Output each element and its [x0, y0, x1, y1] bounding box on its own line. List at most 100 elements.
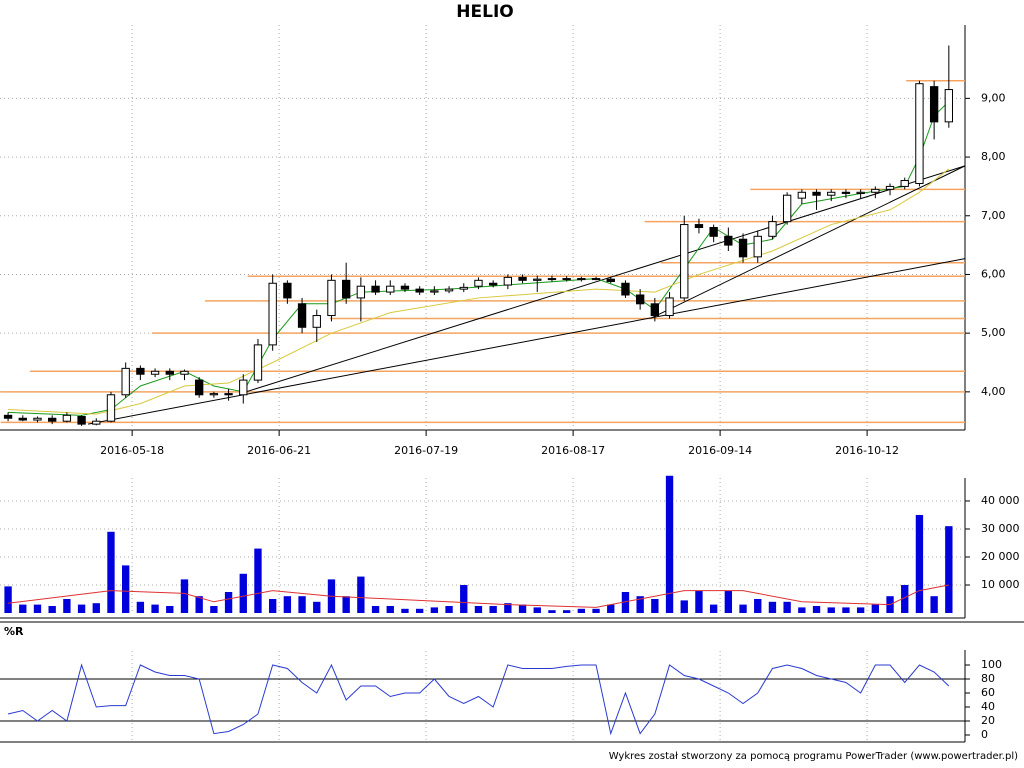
candle-body [415, 288, 424, 293]
candle-body [724, 235, 733, 246]
candle-body [106, 394, 116, 422]
volume-bar [19, 604, 27, 613]
volume-bar [607, 604, 615, 613]
volume-bar [504, 603, 512, 613]
candle-body [680, 224, 689, 299]
volume-bar [695, 590, 703, 613]
volume-bar [430, 607, 439, 613]
candle-body [944, 89, 954, 123]
volume-bar [254, 548, 262, 613]
candle-body [635, 294, 645, 305]
chart-title: HELIO [456, 2, 513, 22]
candle-body [430, 290, 439, 293]
y-tick-label: 8,00 [981, 150, 1006, 163]
candle-body [48, 417, 57, 422]
volume-bar [4, 586, 12, 613]
volume-bar [283, 596, 292, 613]
volume-bar [636, 596, 644, 613]
candle-body [871, 188, 880, 193]
candle-body [327, 279, 336, 317]
candle-body [444, 288, 454, 292]
candle-body [929, 86, 939, 123]
candle-body [77, 416, 86, 425]
candle-body [371, 285, 380, 293]
volume-bar [739, 604, 747, 613]
volume-bar [180, 579, 189, 613]
x-tick-label: 2016-07-19 [394, 444, 458, 457]
volume-bar [754, 598, 762, 613]
candle-body [885, 185, 895, 190]
candle-body [518, 276, 527, 281]
y-tick-label: 4,00 [981, 385, 1006, 398]
volume-bar [92, 603, 100, 613]
volume-bar [930, 596, 938, 613]
volume-bar [107, 531, 115, 613]
y-tick-label: 0 [981, 728, 988, 741]
volume-bar [239, 573, 247, 613]
candle-body [606, 278, 615, 282]
volume-bar [357, 576, 365, 613]
volume-average [8, 584, 949, 608]
volume-bar [518, 604, 527, 613]
candle-body [180, 370, 189, 375]
x-tick-label: 2016-05-18 [100, 444, 164, 457]
candle-body [209, 393, 219, 396]
candle-body [136, 367, 145, 375]
candle-body [165, 370, 174, 375]
volume-bar [812, 605, 821, 613]
x-tick-label: 2016-06-21 [247, 444, 311, 457]
volume-bar [533, 607, 541, 613]
y-tick-label: 100 [981, 658, 1002, 671]
y-tick-label: 6,00 [981, 267, 1006, 280]
panel-label: %R [4, 625, 24, 638]
volume-bar [783, 601, 791, 613]
volume-bar [77, 604, 86, 613]
x-tick-label: 2016-09-14 [688, 444, 752, 457]
y-tick-label: 9,00 [981, 91, 1006, 104]
y-tick-label: 60 [981, 686, 995, 699]
candle-body [474, 279, 483, 287]
y-tick-label: 40 000 [981, 494, 1020, 507]
candle-body [900, 180, 909, 187]
volume-bar [386, 605, 394, 613]
volume-bar [166, 605, 174, 613]
volume-bar [562, 610, 571, 613]
volume-bar [474, 605, 483, 613]
candle-body [797, 191, 807, 199]
volume-bar [136, 601, 145, 613]
volume-bar [298, 596, 306, 613]
candle-body [400, 285, 410, 290]
volume-bar [724, 590, 733, 613]
candle-body [341, 279, 351, 299]
volume-bar [48, 605, 56, 613]
trend-line [240, 165, 966, 395]
x-tick-label: 2016-10-12 [835, 444, 899, 457]
candle-body [224, 393, 233, 396]
candle-body [753, 235, 762, 258]
candle-body [150, 370, 160, 375]
candle-body [591, 278, 601, 281]
volume-bar [945, 526, 953, 613]
candle-body [856, 191, 865, 194]
volume-bar [224, 591, 233, 613]
candle-body [297, 303, 307, 328]
volume-bar [842, 607, 850, 613]
candle-body [356, 285, 366, 299]
volume-bar [122, 565, 130, 613]
trend-line [650, 165, 966, 319]
candle-body [812, 191, 821, 196]
volume-bar [445, 605, 453, 613]
volume-bar [548, 610, 556, 613]
volume-bar [371, 605, 380, 613]
volume-bar [592, 608, 600, 613]
candle-body [827, 191, 836, 196]
y-tick-label: 20 [981, 714, 995, 727]
moving-average [8, 100, 950, 416]
y-tick-label: 5,00 [981, 326, 1006, 339]
candle-body [694, 224, 704, 228]
candle-body [738, 238, 748, 258]
volume-bar [651, 598, 659, 613]
volume-bar [621, 591, 630, 613]
volume-bar [915, 514, 924, 613]
